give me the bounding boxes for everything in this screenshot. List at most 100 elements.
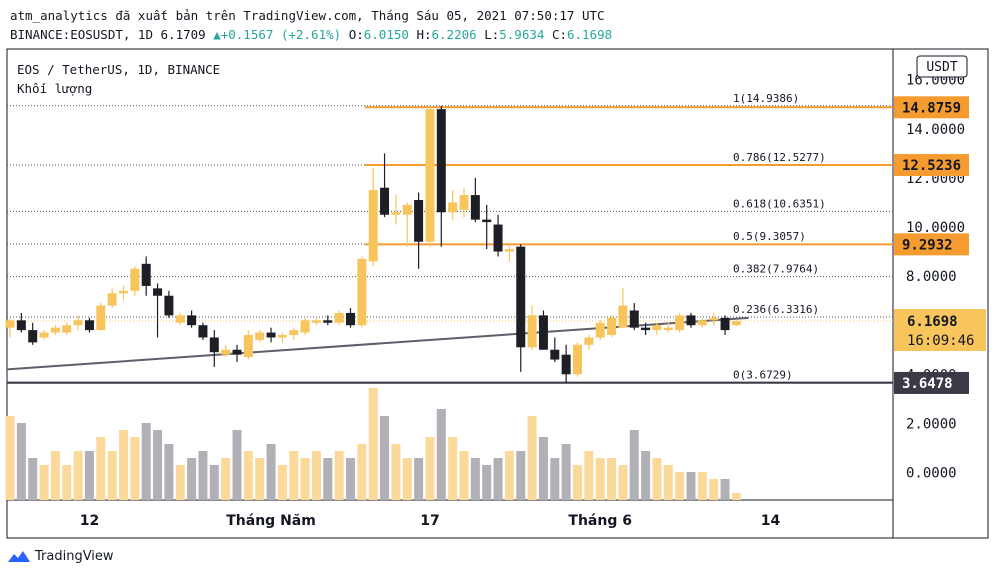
candle <box>550 337 560 363</box>
candle-body <box>425 109 435 242</box>
candle-body <box>84 320 94 331</box>
candle-body <box>686 315 696 326</box>
currency-badge[interactable]: USDT <box>916 55 968 78</box>
candle <box>493 214 503 257</box>
volume-bar <box>16 423 26 500</box>
candle <box>243 330 253 360</box>
volume-bar <box>380 416 390 500</box>
candle-body <box>573 344 582 375</box>
price-tag-box <box>894 154 969 177</box>
time-axis[interactable]: 12 Tháng Năm 17 Tháng 6 14 <box>80 513 781 529</box>
candle <box>607 315 617 338</box>
candle-body <box>618 305 628 328</box>
open-value: 6.0150 <box>363 27 409 42</box>
candle <box>96 303 106 331</box>
price-axis[interactable]: 16.000014.000012.000010.00008.00006.0000… <box>906 73 965 482</box>
candle-body <box>697 320 707 326</box>
candle-body <box>380 187 390 215</box>
price-tag-box <box>894 233 969 256</box>
high-value: 6.2206 <box>431 27 477 42</box>
volume-bars <box>5 388 741 500</box>
candle <box>459 187 469 218</box>
last-price-tag: 6.1698 16:09:46 <box>894 309 986 352</box>
candle <box>28 322 38 345</box>
volume-bar <box>538 437 548 500</box>
candle-body <box>334 312 344 323</box>
volume-bar <box>402 458 412 500</box>
candle-body <box>300 320 310 333</box>
volume-bar <box>209 465 219 500</box>
candle <box>119 285 128 301</box>
volume-bar <box>266 444 276 500</box>
volume-bar <box>221 458 231 500</box>
volume-bar <box>414 458 424 500</box>
candle-body <box>96 305 106 331</box>
candle-body <box>346 312 355 326</box>
candle <box>686 312 696 328</box>
candle <box>573 342 582 377</box>
volume-bar <box>686 472 696 500</box>
candle <box>153 283 163 338</box>
volume-bar <box>573 465 582 500</box>
candle <box>50 325 60 336</box>
candle-body <box>414 199 424 242</box>
volume-bar <box>584 451 594 500</box>
candle <box>107 288 117 309</box>
volume-bar <box>425 437 435 500</box>
candle-body <box>5 320 15 328</box>
change-text: +0.1567 (+2.61%) <box>220 27 342 42</box>
volume-bar <box>516 451 526 500</box>
candle <box>652 322 662 336</box>
candle-body <box>39 332 49 338</box>
candle <box>391 195 401 225</box>
volume-bar <box>289 451 299 500</box>
candle <box>323 315 333 326</box>
candle-body <box>266 332 276 338</box>
volume-bar <box>187 458 197 500</box>
candle <box>5 317 15 338</box>
volume-label: Khối lượng <box>17 81 92 96</box>
volume-bar <box>448 437 458 500</box>
volume-bar <box>731 493 741 500</box>
candle <box>164 290 174 318</box>
volume-bar <box>5 416 15 500</box>
candle <box>436 105 446 247</box>
brand-name: TradingView <box>35 549 114 564</box>
candle <box>641 322 651 336</box>
candle-body <box>311 320 321 323</box>
y-tick-label: 8.0000 <box>906 269 957 285</box>
volume-bar <box>391 444 401 500</box>
candle <box>675 312 685 333</box>
candle-body <box>663 327 673 331</box>
candle-body <box>607 317 617 336</box>
candle <box>731 320 741 327</box>
candle-body <box>221 349 231 355</box>
candle-body <box>436 109 446 213</box>
volume-bar <box>652 458 662 500</box>
candle <box>221 344 231 358</box>
volume-bar <box>709 479 719 500</box>
candle-body <box>368 190 378 262</box>
candle <box>380 153 390 218</box>
fib-label: 1(14.9386) <box>733 92 799 105</box>
volume-bar <box>323 458 333 500</box>
candle <box>561 344 571 383</box>
x-tick-label: 17 <box>420 513 439 529</box>
candle <box>130 266 140 296</box>
candle <box>175 312 185 326</box>
open-label: O: <box>348 27 364 42</box>
close-label: C: <box>551 27 567 42</box>
countdown-label: 16:09:46 <box>907 333 974 349</box>
fib-label: 0.382(7.9764) <box>733 263 819 276</box>
candle <box>39 330 49 340</box>
footer-brand[interactable]: TradingView <box>8 549 114 564</box>
candle-body <box>16 320 26 331</box>
candle-body <box>28 330 38 343</box>
volume-bar <box>550 458 560 500</box>
candle <box>448 190 458 220</box>
candle-body <box>277 335 287 338</box>
candle-body <box>493 224 503 252</box>
price-tag-box <box>894 96 969 119</box>
price-tag-label: 12.5236 <box>902 158 961 174</box>
